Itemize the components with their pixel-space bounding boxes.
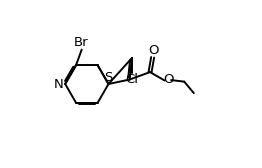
Text: Br: Br xyxy=(74,36,88,49)
Text: N: N xyxy=(53,77,63,91)
Text: S: S xyxy=(104,71,113,83)
Text: O: O xyxy=(163,73,174,86)
Text: O: O xyxy=(148,44,159,57)
Text: Cl: Cl xyxy=(125,73,138,86)
